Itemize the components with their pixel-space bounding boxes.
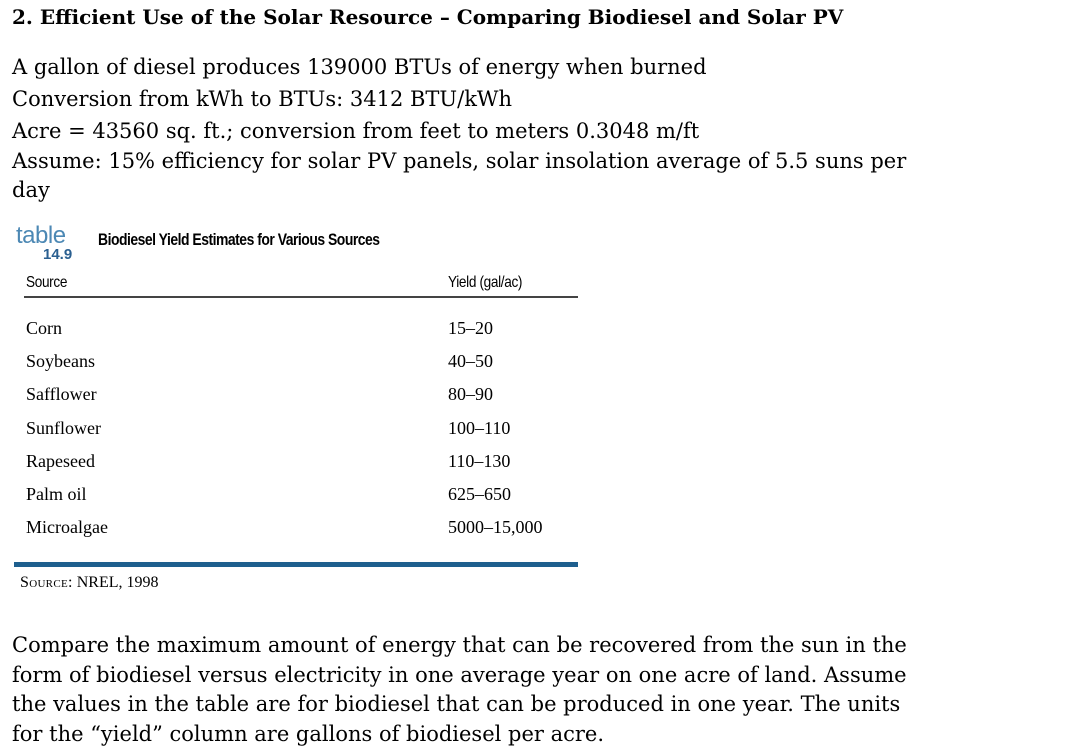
yield-cell: 110–130 bbox=[448, 450, 511, 471]
section-heading: 2. Efficient Use of the Solar Resource –… bbox=[12, 5, 844, 29]
source-value: NREL, 1998 bbox=[76, 574, 159, 591]
kwh-conversion-line: Conversion from kWh to BTUs: 3412 BTU/kW… bbox=[12, 87, 513, 111]
source-cell: Safflower bbox=[26, 384, 97, 405]
table-row: Corn 15–20 bbox=[26, 314, 576, 347]
yield-cell: 15–20 bbox=[448, 318, 493, 338]
table-label-word: table bbox=[16, 222, 66, 249]
assumptions-line: Assume: 15% efficiency for solar PV pane… bbox=[12, 149, 907, 202]
question-paragraph: Compare the maximum amount of energy tha… bbox=[12, 633, 907, 746]
table-row: Rapeseed 110–130 bbox=[26, 447, 576, 480]
question-text: Compare the maximum amount of energy tha… bbox=[12, 631, 912, 749]
table-number: 14.9 bbox=[43, 246, 73, 263]
source-label: Source: bbox=[20, 574, 73, 591]
yield-cell: 40–50 bbox=[448, 351, 493, 372]
table-bottom-rule bbox=[14, 562, 578, 567]
header-divider bbox=[24, 296, 578, 298]
column-header-yield: Yield (gal/ac) bbox=[448, 274, 523, 291]
table-row: Sunflower 100–110 bbox=[26, 414, 576, 447]
source-cell: Corn bbox=[26, 318, 62, 338]
table-row: Palm oil 625–650 bbox=[26, 480, 576, 513]
acre-conversion-line: Acre = 43560 sq. ft.; conversion from fe… bbox=[12, 119, 700, 143]
table-source-note: Source: NREL, 1998 bbox=[20, 574, 159, 592]
yield-cell: 5000–15,000 bbox=[448, 517, 543, 538]
source-cell: Rapeseed bbox=[26, 450, 95, 471]
source-cell: Palm oil bbox=[26, 483, 87, 504]
table-row: Soybeans 40–50 bbox=[26, 347, 576, 380]
yield-cell: 625–650 bbox=[448, 483, 511, 504]
source-cell: Microalgae bbox=[26, 517, 108, 538]
table-title: Biodiesel Yield Estimates for Various So… bbox=[98, 230, 380, 249]
diesel-energy-line: A gallon of diesel produces 139000 BTUs … bbox=[12, 55, 707, 79]
yield-cell: 100–110 bbox=[448, 417, 511, 438]
yield-cell: 80–90 bbox=[448, 384, 493, 405]
table-body: Corn 15–20 Soybeans 40–50 Safflower 80–9… bbox=[26, 314, 576, 546]
table-row: Microalgae 5000–15,000 bbox=[26, 513, 576, 546]
given-data: A gallon of diesel produces 139000 BTUs … bbox=[12, 51, 912, 205]
table-row: Safflower 80–90 bbox=[26, 380, 576, 413]
source-cell: Soybeans bbox=[26, 351, 95, 372]
column-header-source: Source bbox=[26, 274, 68, 291]
table-label: table 14.9 bbox=[16, 222, 86, 263]
source-cell: Sunflower bbox=[26, 417, 101, 438]
